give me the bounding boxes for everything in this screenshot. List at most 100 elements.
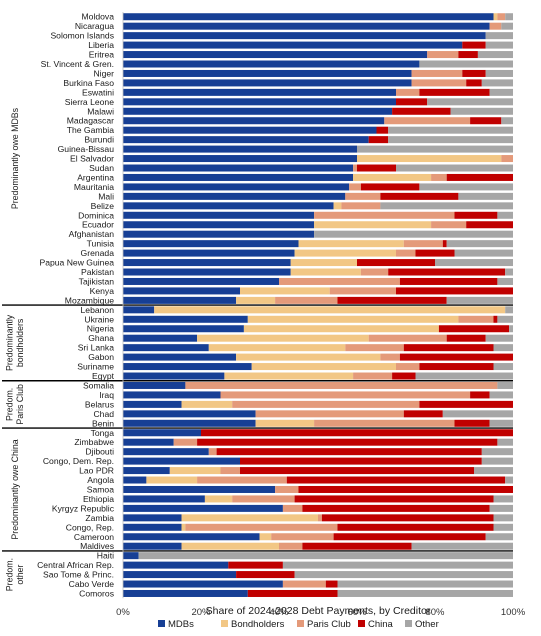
bar-mdbs [123, 259, 291, 267]
bar-china [228, 561, 283, 569]
group-separators-layer [2, 304, 513, 552]
bar-mdbs [123, 136, 369, 144]
bar-other [505, 306, 513, 314]
category-label: Maldives [80, 541, 114, 551]
bar-other [396, 164, 513, 172]
bar-china [380, 192, 459, 200]
group-label: bondholders [15, 318, 25, 367]
category-label: Sierra Leone [65, 97, 114, 107]
bar-china [376, 126, 389, 134]
category-label: Lebanon [81, 305, 115, 315]
category-label: Lao PDR [79, 466, 114, 476]
bar-paris-club [282, 580, 326, 588]
bar-other [485, 533, 513, 541]
bar-mdbs [123, 268, 291, 276]
bar-mdbs [123, 467, 170, 475]
bar-china [392, 372, 416, 380]
bar-other [419, 60, 513, 68]
bar-other [415, 372, 513, 380]
bar-mdbs [123, 325, 244, 333]
bar-mdbs [123, 353, 237, 361]
bar-paris-club [396, 249, 416, 257]
bar-other [380, 202, 513, 210]
bar-paris-club [411, 79, 467, 87]
bar-paris-club [255, 410, 404, 418]
bar-china [286, 476, 506, 484]
bar-mdbs [123, 315, 248, 323]
bar-paris-club [431, 221, 467, 229]
category-label: Gabon [88, 352, 114, 362]
bar-other [497, 438, 513, 446]
bar-bondholders [204, 495, 233, 503]
bar-mdbs [123, 155, 357, 163]
bar-china [357, 259, 435, 267]
bar-mdbs [123, 495, 205, 503]
bar-other [509, 325, 513, 333]
bar-china [493, 315, 498, 323]
category-label: Madagascar [67, 116, 114, 126]
bar-mdbs [123, 211, 315, 219]
bar-other [411, 542, 513, 550]
bar-paris-club [349, 183, 361, 191]
bar-mdbs [123, 287, 240, 295]
category-label: Tunisia [87, 239, 115, 249]
bar-other [446, 296, 513, 304]
bar-mdbs [123, 230, 315, 238]
bar-mdbs [123, 571, 237, 579]
group-label: Predominantly owe MDBs [10, 107, 20, 209]
bar-paris-club [232, 495, 295, 503]
bars-layer [123, 13, 513, 597]
category-label: Eritrea [89, 50, 115, 60]
bar-bondholders [197, 334, 369, 342]
category-label: Egypt [92, 371, 115, 381]
bar-china [419, 88, 490, 96]
bar-paris-club [279, 277, 400, 285]
bar-mdbs [123, 448, 209, 456]
bar-paris-club [271, 533, 334, 541]
category-label: Mauritania [74, 182, 114, 192]
category-label: Suriname [77, 362, 114, 372]
category-label: Somalia [83, 380, 114, 390]
bar-other [497, 211, 513, 219]
legend-swatch [158, 620, 165, 627]
bar-mdbs [123, 552, 139, 560]
bar-china [247, 589, 338, 597]
bar-paris-club [232, 400, 420, 408]
bar-bondholders [333, 202, 342, 210]
bar-other [481, 457, 513, 465]
bar-other [294, 571, 513, 579]
bar-china [236, 571, 295, 579]
bar-paris-club [197, 476, 287, 484]
bar-mdbs [123, 438, 174, 446]
bar-bondholders [251, 363, 396, 371]
bar-china [201, 429, 513, 437]
x-axis-title: Share of 2024-2028 Debt Payments, by Cre… [206, 605, 431, 617]
bar-mdbs [123, 249, 295, 257]
bar-mdbs [123, 589, 248, 597]
bar-bondholders [146, 476, 198, 484]
bar-mdbs [123, 296, 237, 304]
bar-other [481, 448, 513, 456]
bar-other [282, 561, 513, 569]
bar-other [489, 391, 513, 399]
bar-mdbs [123, 32, 486, 40]
bar-mdbs [123, 419, 256, 427]
bar-other [481, 79, 513, 87]
bar-china [197, 438, 498, 446]
bar-mdbs [123, 277, 279, 285]
bar-paris-club [380, 353, 400, 361]
bar-mdbs [123, 107, 393, 115]
category-label: St. Vincent & Gren. [41, 59, 114, 69]
category-label: Ghana [88, 333, 114, 343]
bar-china [446, 334, 486, 342]
legend-label: Bondholders [231, 619, 285, 630]
bar-paris-club [329, 287, 396, 295]
bar-paris-club [368, 334, 447, 342]
bar-mdbs [123, 240, 299, 248]
bar-china [419, 400, 513, 408]
bar-paris-club [345, 344, 404, 352]
bar-china [396, 98, 428, 106]
bar-paris-club [501, 155, 513, 163]
